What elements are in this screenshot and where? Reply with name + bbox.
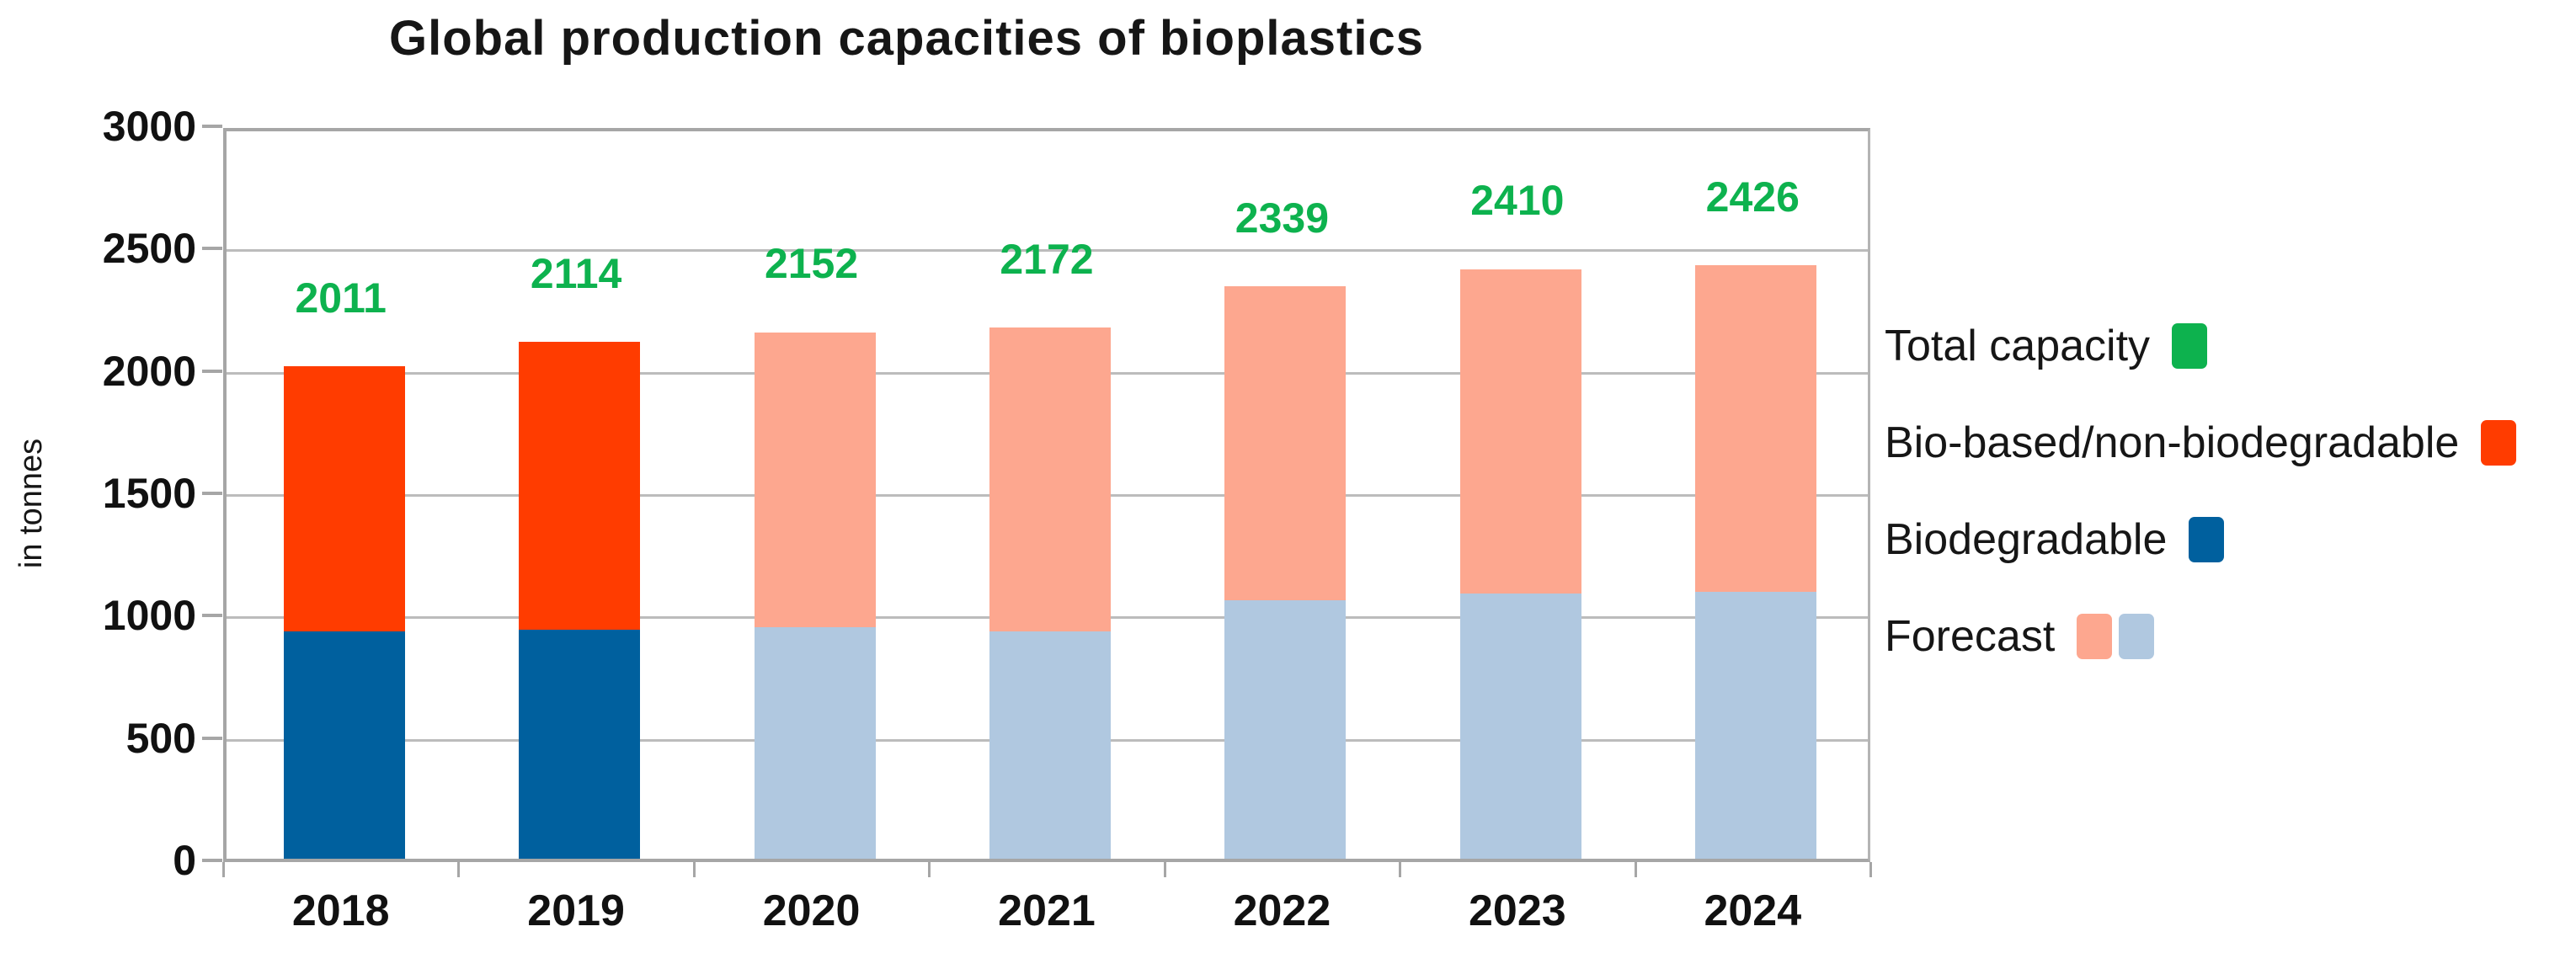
forecast-salmon-swatch-icon bbox=[2077, 614, 2113, 659]
total-green-swatch-icon bbox=[2172, 323, 2208, 369]
x-tick-label-2020: 2020 bbox=[762, 886, 861, 935]
x-axis-tick bbox=[1634, 862, 1637, 877]
biodegradable-blue-swatch-icon bbox=[2189, 517, 2225, 562]
forecast-light-blue-swatch-icon bbox=[2119, 614, 2155, 659]
x-tick-label-2021: 2021 bbox=[998, 886, 1096, 935]
y-tick-0 bbox=[202, 859, 222, 862]
bio-based-orange-swatch-icon bbox=[2481, 420, 2517, 466]
legend-label: Biodegradable bbox=[1885, 515, 2168, 564]
legend-swatch-group bbox=[2189, 517, 2225, 562]
y-tick-label: 1000 bbox=[102, 592, 196, 640]
y-tick-label: 2500 bbox=[102, 225, 196, 273]
x-tick-label-2018: 2018 bbox=[291, 886, 390, 935]
bar-2018-biodegradable bbox=[283, 631, 405, 859]
x-axis-tick bbox=[222, 862, 225, 877]
chart-legend: Total capacity Bio-based/non-biodegradabl… bbox=[1885, 322, 2517, 661]
bar-2019-bio-based bbox=[519, 341, 641, 631]
y-tick-500 bbox=[202, 736, 222, 740]
total-label-2022: 2339 bbox=[1235, 194, 1330, 242]
total-label-2021: 2172 bbox=[1000, 235, 1094, 283]
bar-2024-forecast-bio-based bbox=[1695, 264, 1817, 593]
legend-swatch-group bbox=[2077, 614, 2155, 659]
legend-label: Bio-based/non-biodegradable bbox=[1885, 418, 2460, 467]
legend-item-bio-based-non-biodegradable: Bio-based/non-biodegradable bbox=[1885, 418, 2517, 467]
x-axis-tick bbox=[457, 862, 461, 877]
y-tick-2500 bbox=[202, 247, 222, 251]
bar-2021-forecast-bio-based bbox=[989, 327, 1111, 631]
bar-2021-forecast-biodegradable bbox=[989, 631, 1111, 859]
legend-swatch-group bbox=[2172, 323, 2208, 369]
legend-item-forecast: Forecast bbox=[1885, 612, 2516, 661]
y-tick-3000 bbox=[202, 125, 222, 128]
total-label-2024: 2426 bbox=[1705, 173, 1800, 221]
total-label-2018: 2011 bbox=[295, 274, 387, 322]
y-tick-label: 500 bbox=[125, 714, 196, 762]
bar-2019-biodegradable bbox=[519, 630, 641, 859]
y-tick-2000 bbox=[202, 369, 222, 373]
bar-2020-forecast-bio-based bbox=[754, 332, 876, 628]
legend-label: Total capacity bbox=[1885, 322, 2151, 370]
x-axis-tick bbox=[1869, 862, 1872, 877]
y-tick-label: 3000 bbox=[102, 103, 196, 150]
y-tick-1000 bbox=[202, 614, 222, 618]
x-axis-tick bbox=[1399, 862, 1402, 877]
x-tick-label-2022: 2022 bbox=[1233, 886, 1331, 935]
bar-2023-forecast-bio-based bbox=[1459, 269, 1581, 594]
plot-area bbox=[223, 128, 1870, 862]
bar-2018-bio-based bbox=[283, 366, 405, 631]
y-tick-label: 0 bbox=[173, 837, 196, 884]
legend-item-total-capacity: Total capacity bbox=[1885, 322, 2516, 370]
total-label-2023: 2410 bbox=[1470, 177, 1565, 225]
legend-label: Forecast bbox=[1885, 612, 2056, 661]
bar-2022-forecast-bio-based bbox=[1224, 286, 1347, 601]
x-axis-tick bbox=[928, 862, 931, 877]
bar-2020-forecast-biodegradable bbox=[754, 627, 876, 859]
bar-2023-forecast-biodegradable bbox=[1459, 593, 1581, 859]
total-label-2020: 2152 bbox=[764, 240, 859, 288]
x-tick-label-2024: 2024 bbox=[1704, 886, 1802, 935]
y-tick-label: 2000 bbox=[102, 347, 196, 395]
x-axis-tick bbox=[1163, 862, 1166, 877]
legend-swatch-group bbox=[2481, 420, 2517, 466]
chart-title: Global production capacities of bioplast… bbox=[389, 11, 1424, 66]
y-tick-1500 bbox=[202, 492, 222, 495]
y-tick-label: 1500 bbox=[102, 470, 196, 517]
gridline-2500 bbox=[227, 249, 1868, 253]
bar-2024-forecast-biodegradable bbox=[1695, 592, 1817, 859]
total-label-2019: 2114 bbox=[530, 249, 622, 297]
x-tick-label-2023: 2023 bbox=[1469, 886, 1566, 935]
x-axis-tick bbox=[692, 862, 696, 877]
x-tick-label-2019: 2019 bbox=[527, 886, 625, 935]
legend-item-biodegradable: Biodegradable bbox=[1885, 515, 2516, 564]
bar-2022-forecast-biodegradable bbox=[1224, 600, 1347, 859]
